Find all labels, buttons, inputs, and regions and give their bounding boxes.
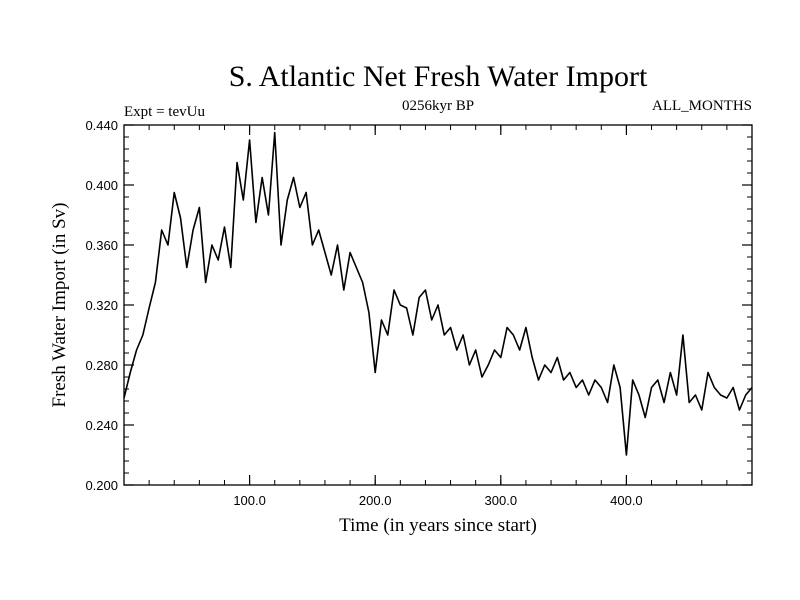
x-tick-label: 400.0 (610, 493, 643, 508)
experiment-label: Expt = tevUu (124, 104, 205, 120)
y-tick-label: 0.240 (85, 418, 118, 433)
x-tick-label: 300.0 (485, 493, 518, 508)
x-tick-label: 100.0 (233, 493, 266, 508)
y-axis-label: Fresh Water Import (in Sv) (49, 203, 70, 408)
y-tick-label: 0.360 (85, 238, 118, 253)
tick-labels: 100.0 200.0 300.0 400.0 0.200 0.240 0.280 0.320… (85, 118, 642, 508)
y-tick-label: 0.440 (85, 118, 118, 133)
months-label: ALL_MONTHS (652, 98, 752, 114)
y-tick-label: 0.400 (85, 178, 118, 193)
y-tick-label: 0.200 (85, 478, 118, 493)
fresh-water-series-line (123, 131, 753, 456)
chart-title: S. Atlantic Net Fresh Water Import (229, 60, 648, 93)
x-tick-label: 200.0 (359, 493, 392, 508)
age-label: 0256kyr BP (402, 98, 474, 114)
plot-frame (123, 124, 753, 486)
y-tick-label: 0.280 (85, 358, 118, 373)
y-tick-label: 0.320 (85, 298, 118, 313)
x-axis-label: Time (in years since start) (339, 515, 537, 536)
axis-ticks (124, 124, 752, 486)
